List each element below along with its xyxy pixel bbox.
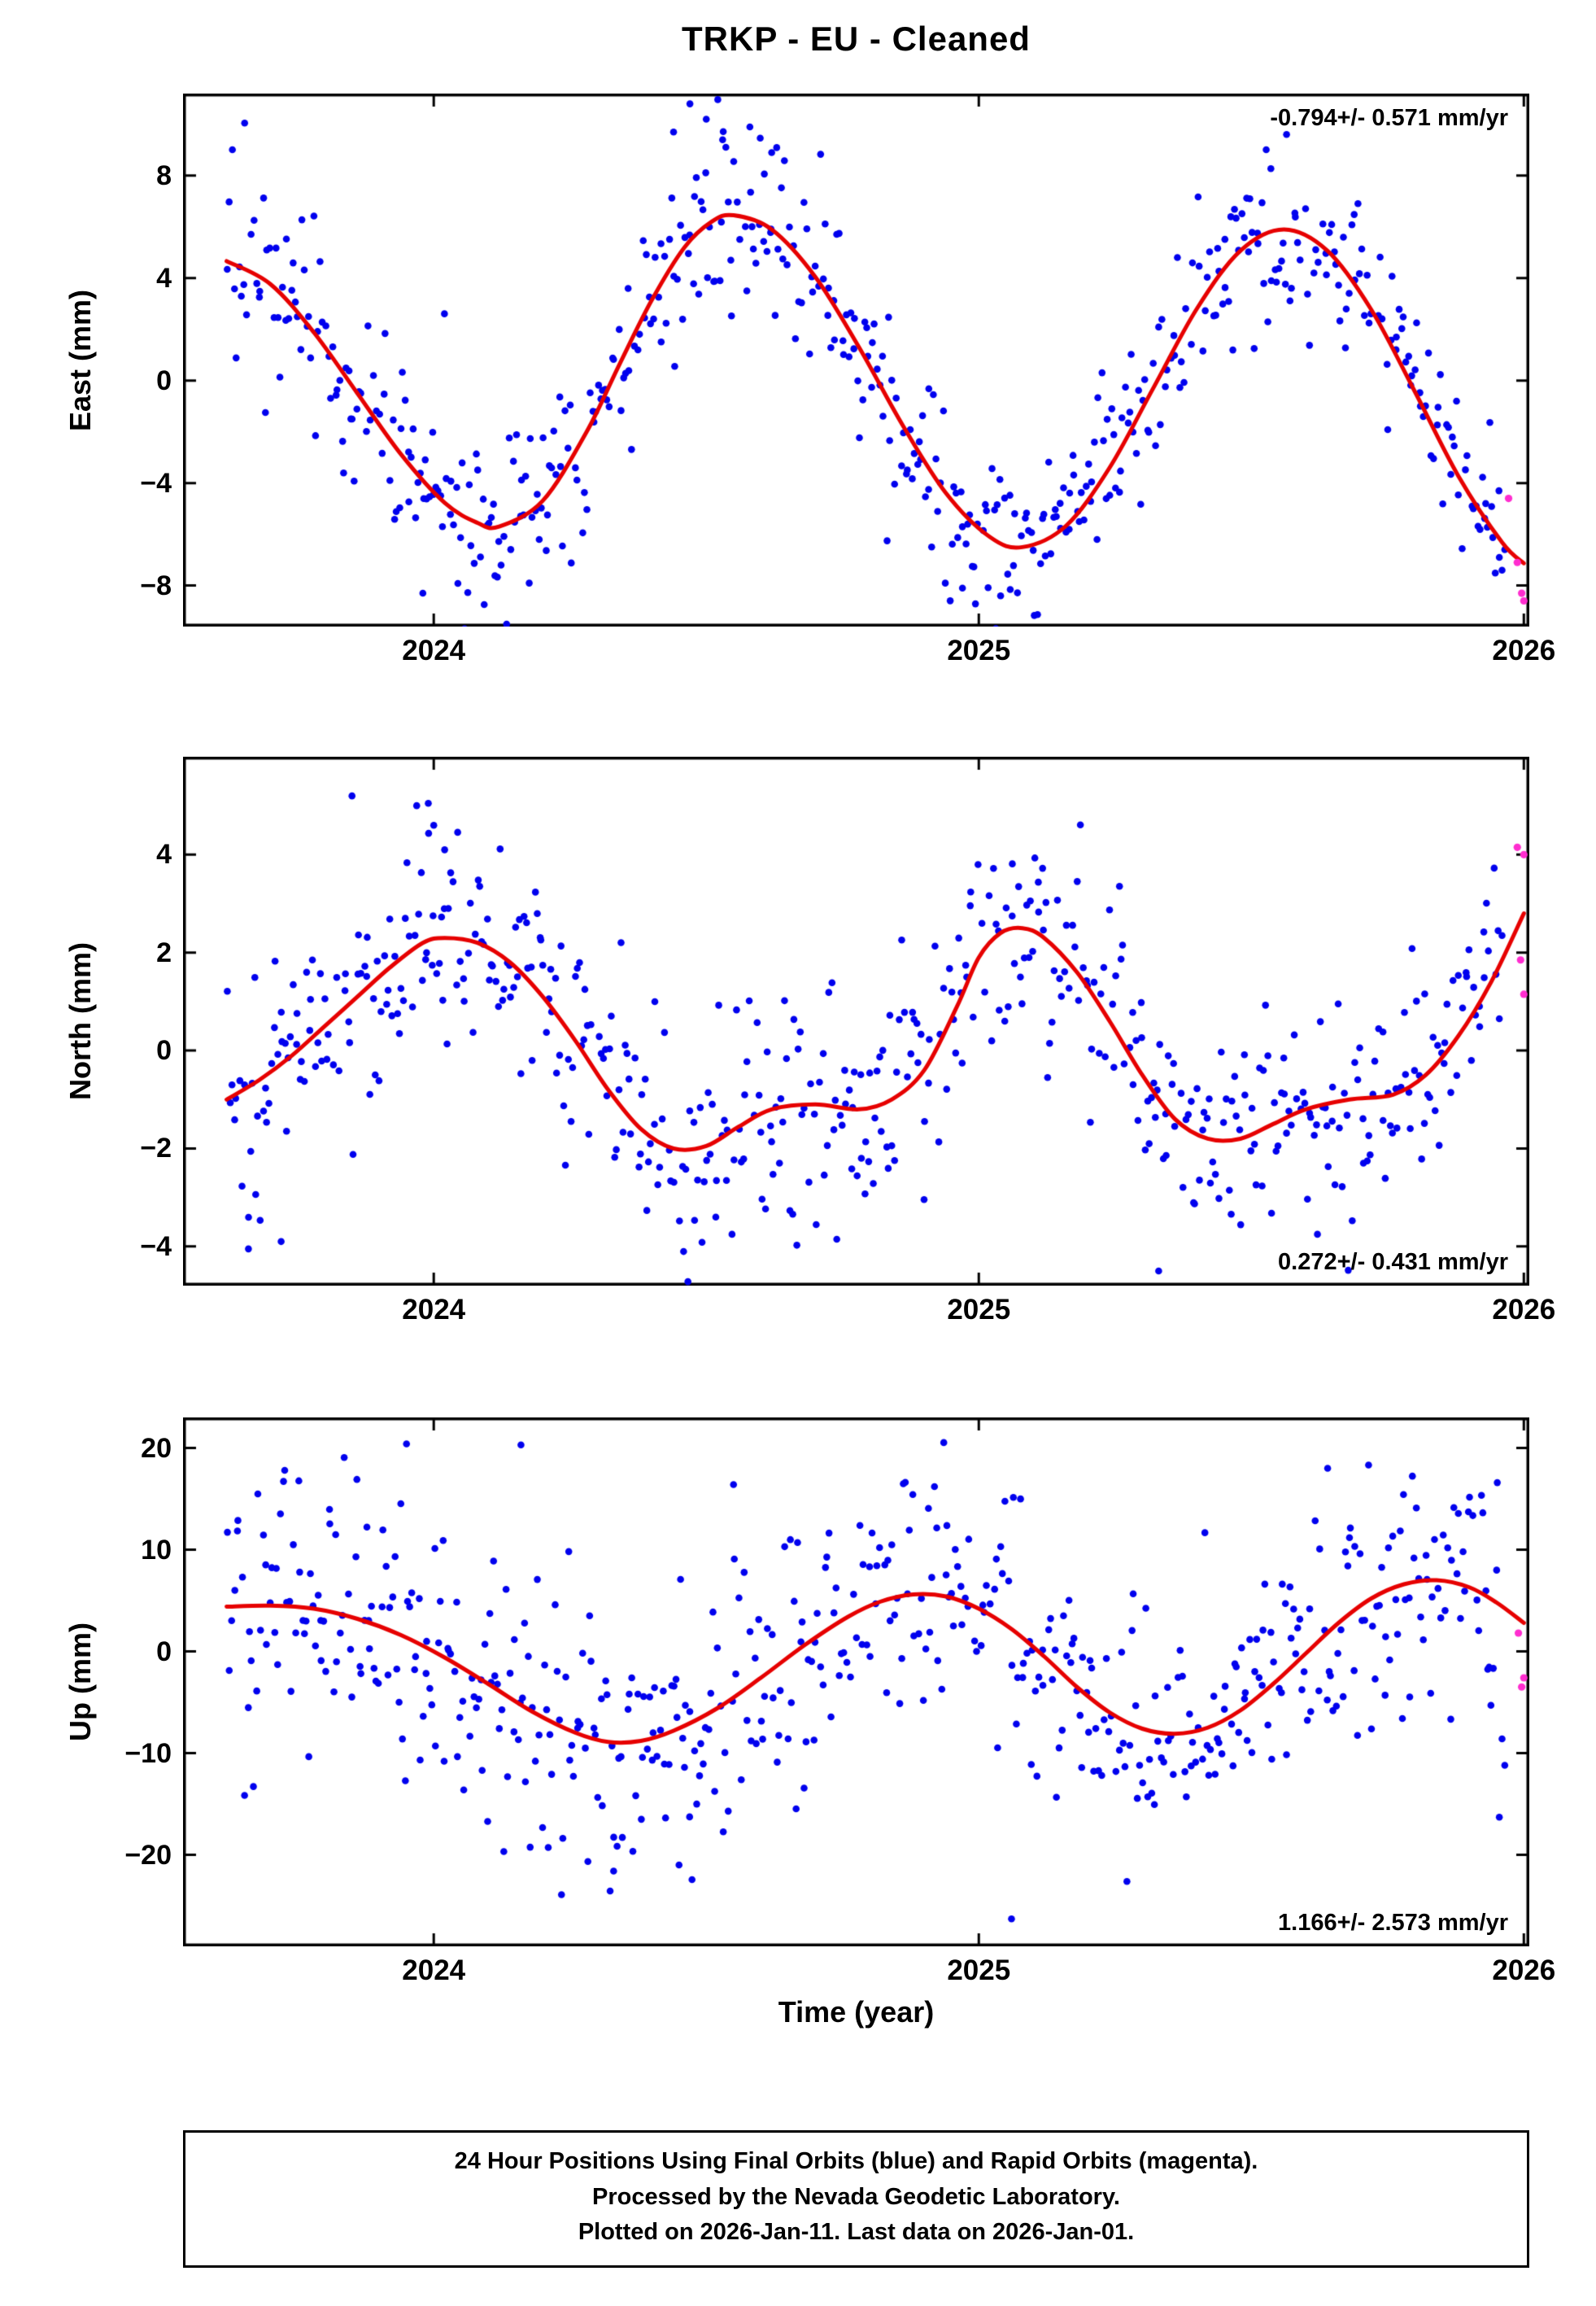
y-tick-label: 0 bbox=[156, 1035, 172, 1067]
x-tick-label: 2026 bbox=[1492, 635, 1556, 666]
y-tick-label: 20 bbox=[141, 1432, 172, 1464]
y-tick-label: 0 bbox=[156, 365, 172, 396]
panel-up: Up (mm) 1.166+/- 2.573 mm/yr 2024 2025 202… bbox=[63, 1417, 1555, 1986]
x-axis-title: Time (year) bbox=[778, 1995, 935, 2029]
east-plot-canvas bbox=[183, 94, 1529, 627]
y-tick-label: −4 bbox=[140, 467, 172, 499]
x-tick-label: 2026 bbox=[1492, 1954, 1556, 1986]
y-tick-label: 10 bbox=[141, 1534, 172, 1566]
y-tick-label: 8 bbox=[156, 159, 172, 191]
x-tick-label: 2024 bbox=[402, 1954, 466, 1986]
page-title: TRKP - EU - Cleaned bbox=[682, 20, 1031, 58]
footer-line-2: Processed by the Nevada Geodetic Laborat… bbox=[592, 2183, 1120, 2210]
up-trend-annotation: 1.166+/- 2.573 mm/yr bbox=[1278, 1910, 1508, 1936]
panel-east: East (mm) -0.794+/- 0.571 mm/yr 2024 2025… bbox=[63, 94, 1555, 666]
x-tick-label: 2024 bbox=[402, 635, 466, 666]
footer-note-box: 24 Hour Positions Using Final Orbits (bl… bbox=[183, 2130, 1529, 2268]
y-tick-label: −20 bbox=[124, 1839, 172, 1871]
x-tick-label: 2025 bbox=[947, 1954, 1011, 1986]
panel-north: North (mm) 0.272+/- 0.431 mm/yr 2024 2025… bbox=[63, 757, 1555, 1326]
y-tick-label: −10 bbox=[124, 1737, 172, 1769]
y-tick-label: 0 bbox=[156, 1636, 172, 1667]
footer-line-3: Plotted on 2026-Jan-11. Last data on 202… bbox=[578, 2219, 1135, 2245]
up-plot-canvas bbox=[183, 1417, 1529, 1946]
x-tick-label: 2025 bbox=[947, 635, 1011, 666]
east-trend-annotation: -0.794+/- 0.571 mm/yr bbox=[1270, 105, 1508, 131]
north-axis-title-wrap: North (mm) bbox=[61, 757, 100, 1286]
y-tick-label: −2 bbox=[140, 1133, 172, 1164]
y-tick-label: 4 bbox=[156, 262, 172, 294]
x-tick-label: 2025 bbox=[947, 1294, 1011, 1326]
y-tick-label: 2 bbox=[156, 937, 172, 968]
north-plot-canvas bbox=[183, 757, 1529, 1286]
footer-line-1: 24 Hour Positions Using Final Orbits (bl… bbox=[454, 2148, 1258, 2174]
y-tick-label: −8 bbox=[140, 570, 172, 601]
east-axis-title: East (mm) bbox=[63, 289, 98, 431]
north-trend-annotation: 0.272+/- 0.431 mm/yr bbox=[1278, 1249, 1508, 1275]
x-tick-label: 2026 bbox=[1492, 1294, 1556, 1326]
y-tick-label: 4 bbox=[156, 839, 172, 871]
x-tick-label: 2024 bbox=[402, 1294, 466, 1326]
y-tick-label: −4 bbox=[140, 1230, 172, 1262]
